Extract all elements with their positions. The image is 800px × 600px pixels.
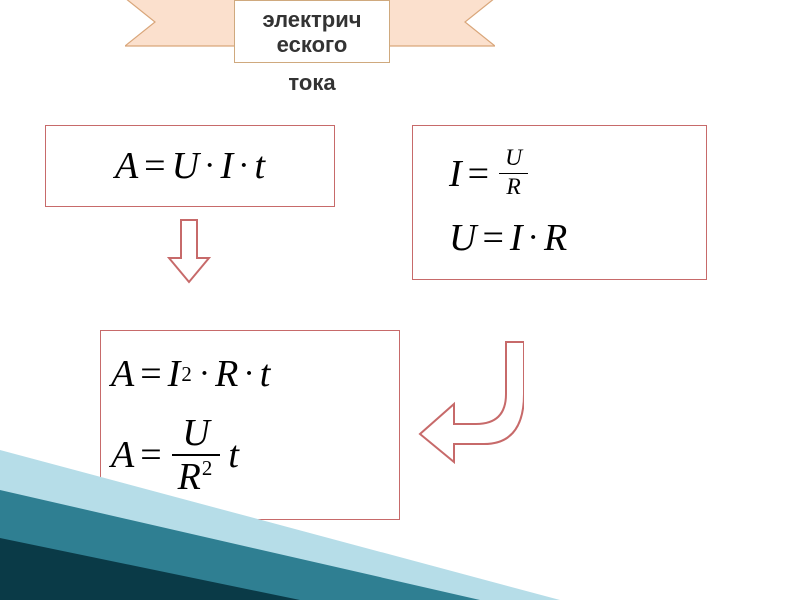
title-box: электрич еского	[234, 0, 390, 63]
var-I: I	[510, 216, 523, 260]
equals: =	[476, 216, 509, 260]
arrow-down-shape	[169, 220, 209, 282]
dot: ·	[523, 219, 544, 257]
var-U: U	[172, 144, 199, 188]
var-U: U	[449, 216, 476, 260]
equals: =	[138, 144, 171, 188]
frac-num: U	[499, 145, 528, 173]
var-I: I	[168, 352, 181, 396]
fraction-U-over-R: U R	[499, 145, 528, 201]
stage: электрич еского тока A = U · I · t I = U…	[0, 0, 800, 600]
dot: ·	[194, 355, 215, 393]
frac-num: U	[176, 412, 215, 454]
title-line2a: электрич	[239, 7, 385, 32]
var-t: t	[254, 144, 265, 188]
dot: ·	[233, 147, 254, 185]
sup-2: 2	[181, 362, 191, 387]
var-A: A	[115, 144, 138, 188]
formula-1: A = U · I · t	[115, 144, 265, 188]
triangle-svg	[0, 450, 560, 600]
var-I: I	[449, 152, 462, 196]
var-R: R	[215, 352, 238, 396]
var-A: A	[111, 352, 134, 396]
title-line2b: еского	[239, 32, 385, 57]
equals: =	[462, 152, 495, 196]
arrow-curve-svg	[414, 334, 524, 464]
formula-2b: U = I · R	[413, 216, 706, 260]
arrow-curve	[414, 334, 524, 464]
formula-3a: A = I2 · R · t	[111, 352, 270, 396]
formula-box-2: I = U R U = I · R	[412, 125, 707, 280]
dot: ·	[238, 355, 259, 393]
arrow-curve-shape	[420, 342, 524, 462]
frac-den: R	[500, 174, 526, 202]
var-t: t	[260, 352, 271, 396]
equals: =	[134, 352, 167, 396]
title-line3: тока	[234, 70, 390, 96]
formula-2a: I = U R	[413, 145, 706, 201]
arrow-down	[167, 218, 211, 284]
var-I: I	[220, 144, 233, 188]
dot: ·	[199, 147, 220, 185]
arrow-down-svg	[167, 218, 211, 284]
formula-box-1: A = U · I · t	[45, 125, 335, 207]
var-R: R	[544, 216, 567, 260]
bottom-triangle-accent	[0, 450, 560, 600]
